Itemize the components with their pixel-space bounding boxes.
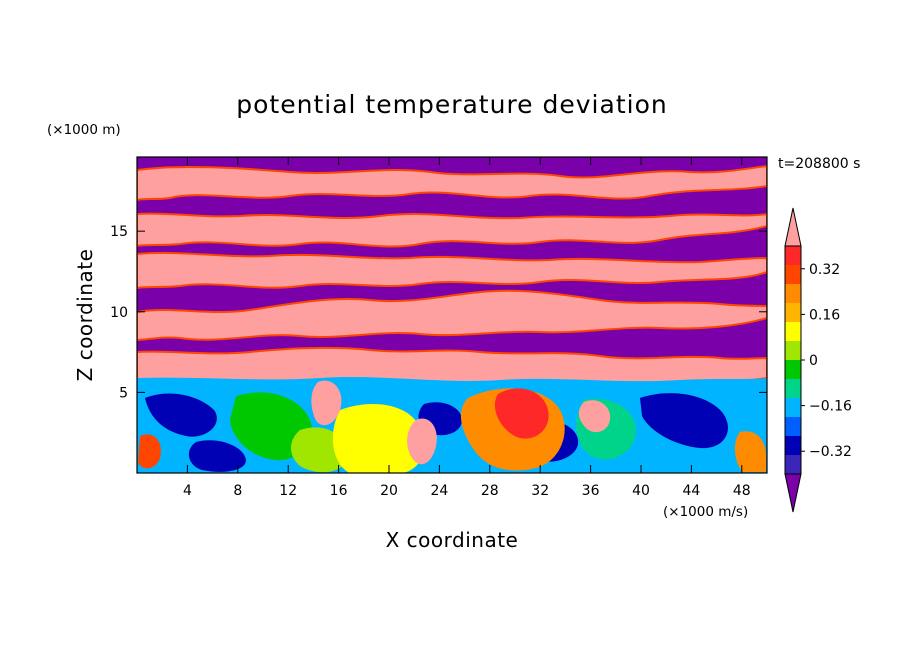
y-axis-title: Z coordinate xyxy=(73,249,97,382)
x-axis: 4 8 12 16 20 24 28 32 36 40 44 48 xyxy=(183,157,751,499)
chart-title: potential temperature deviation xyxy=(236,90,667,119)
x-tick-label: 44 xyxy=(682,483,700,499)
warm-layer xyxy=(137,212,767,248)
cold-blob xyxy=(145,393,217,437)
colorbar-tick-label: −0.32 xyxy=(809,444,852,460)
warm-plume xyxy=(332,404,424,473)
warm-plume xyxy=(407,418,437,465)
x-tick-label: 28 xyxy=(481,483,499,499)
x-tick-label: 20 xyxy=(380,483,398,499)
colorbar-extend-top xyxy=(784,207,802,247)
y-tick-label: 15 xyxy=(110,224,128,240)
colorbar-tick-label: −0.16 xyxy=(809,399,852,415)
x-tick-label: 16 xyxy=(330,483,348,499)
warm-plume xyxy=(578,400,611,433)
y-tick-label: 10 xyxy=(110,305,128,321)
colorbar-swatch xyxy=(785,436,801,455)
neutral-region xyxy=(291,427,347,473)
x-tick-label: 36 xyxy=(582,483,600,499)
warm-plume xyxy=(734,431,766,472)
colorbar-swatch xyxy=(785,303,801,322)
y-axis: 5 10 15 xyxy=(110,224,767,401)
x-axis-unit: (×1000 m/s) xyxy=(663,504,748,520)
neutral-region xyxy=(230,392,312,461)
colorbar-swatch xyxy=(785,398,801,417)
colorbar-swatch xyxy=(785,360,801,379)
colorbar-swatch xyxy=(785,379,801,398)
x-tick-label: 4 xyxy=(183,483,192,499)
warm-plume xyxy=(311,380,342,426)
x-tick-label: 8 xyxy=(233,483,242,499)
colorbar-tick-label: 0.32 xyxy=(809,262,840,278)
colorbar: 0.32 0.16 0 −0.16 −0.32 xyxy=(784,207,852,513)
x-tick-label: 24 xyxy=(430,483,448,499)
colorbar-tick-label: 0 xyxy=(809,353,818,369)
colorbar-extend-bottom xyxy=(784,473,802,513)
warm-plume xyxy=(138,434,161,469)
x-tick-label: 48 xyxy=(733,483,751,499)
x-tick-label: 40 xyxy=(632,483,650,499)
colorbar-swatch xyxy=(785,284,801,303)
warm-layer xyxy=(137,164,767,202)
x-tick-label: 12 xyxy=(279,483,297,499)
colorbar-swatch xyxy=(785,265,801,284)
colorbar-swatch xyxy=(785,322,801,341)
x-axis-title: X coordinate xyxy=(386,528,519,552)
plot-area xyxy=(137,157,767,473)
x-tick-label: 32 xyxy=(531,483,549,499)
colorbar-swatch xyxy=(785,341,801,360)
cold-blob xyxy=(640,393,728,449)
colorbar-swatch xyxy=(785,455,801,474)
time-label: t=208800 s xyxy=(778,156,860,172)
plot-frame xyxy=(136,156,768,474)
warm-layer xyxy=(137,251,767,290)
colorbar-swatch xyxy=(785,417,801,436)
cold-blob xyxy=(188,440,246,472)
y-tick-label: 5 xyxy=(119,385,128,401)
colorbar-swatch xyxy=(785,246,801,265)
warm-plume xyxy=(494,388,549,439)
y-axis-unit: (×1000 m) xyxy=(47,122,121,138)
colorbar-tick-label: 0.16 xyxy=(809,307,840,323)
warm-layer xyxy=(137,289,767,342)
